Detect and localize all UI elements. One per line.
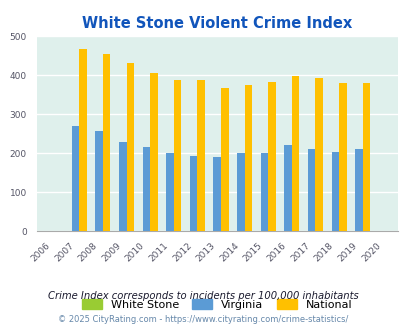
Bar (166, 153, 173, 231)
Bar (362, 83, 369, 231)
Bar (173, 80, 181, 231)
Title: White Stone Violent Crime Index: White Stone Violent Crime Index (82, 16, 352, 31)
Bar (213, 157, 220, 231)
Bar (102, 54, 110, 231)
Bar (244, 84, 252, 231)
Bar (142, 147, 150, 231)
Bar (150, 73, 157, 231)
Bar (291, 77, 298, 231)
Bar (197, 80, 205, 231)
Bar (315, 78, 322, 231)
Text: Crime Index corresponds to incidents per 100,000 inhabitants: Crime Index corresponds to incidents per… (47, 291, 358, 301)
Bar (72, 126, 79, 231)
Bar (354, 149, 362, 231)
Bar (119, 142, 126, 231)
Bar (331, 152, 338, 231)
Legend: White Stone, Virginia, National: White Stone, Virginia, National (77, 295, 356, 314)
Text: © 2025 CityRating.com - https://www.cityrating.com/crime-statistics/: © 2025 CityRating.com - https://www.city… (58, 315, 347, 324)
Bar (220, 88, 228, 231)
Bar (79, 49, 87, 231)
Bar (237, 153, 244, 231)
Bar (284, 145, 291, 231)
Bar (126, 63, 134, 231)
Bar (260, 153, 268, 231)
Bar (95, 131, 102, 231)
Bar (338, 82, 346, 231)
Bar (190, 156, 197, 231)
Bar (307, 149, 315, 231)
Bar (268, 82, 275, 231)
